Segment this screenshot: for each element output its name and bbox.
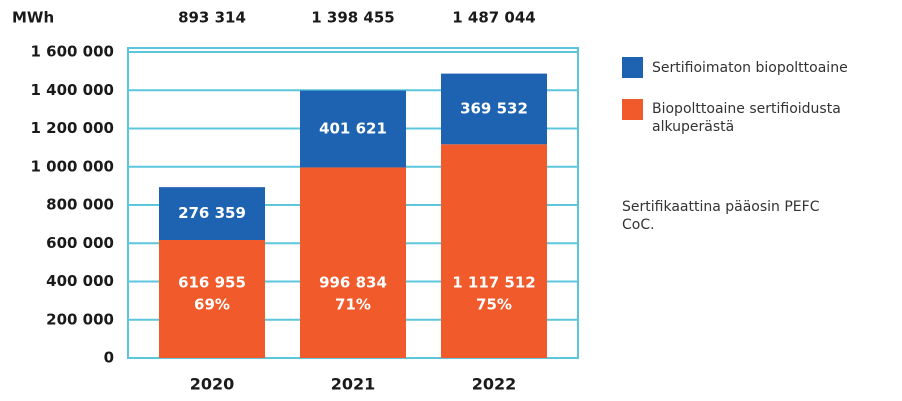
value-label: 616 955: [178, 274, 246, 292]
total-label: 1 487 044: [452, 9, 536, 27]
y-tick-label: 600 000: [46, 234, 114, 252]
y-tick-label: 400 000: [46, 272, 114, 290]
legend-swatch: [622, 99, 643, 120]
x-tick-label: 2021: [331, 375, 376, 394]
bar-segment: [159, 240, 265, 358]
y-tick-label: 800 000: [46, 196, 114, 214]
value-label: 1 117 512: [452, 274, 536, 292]
y-tick-label: 0: [104, 349, 114, 367]
x-tick-label: 2020: [190, 375, 235, 394]
y-tick-label: 1 400 000: [30, 81, 114, 99]
share-label: 75%: [476, 296, 512, 314]
legend-label: Biopolttoaine sertifioidusta alkuperästä: [652, 101, 841, 135]
value-label: 276 359: [178, 204, 246, 222]
bar-segment: [300, 167, 406, 358]
y-tick-label: 1 600 000: [30, 43, 114, 61]
y-tick-label: 1 200 000: [30, 119, 114, 137]
note: Sertifikaattina pääosin PEFC CoC.: [622, 199, 820, 233]
total-label: 893 314: [178, 9, 246, 27]
share-label: 69%: [194, 296, 230, 314]
bar-segment: [159, 187, 265, 241]
share-label: 71%: [335, 296, 371, 314]
value-label: 996 834: [319, 274, 387, 292]
y-tick-label: 1 000 000: [30, 157, 114, 175]
legend-swatch: [622, 57, 643, 78]
x-tick-label: 2022: [472, 375, 517, 394]
y-tick-label: 200 000: [46, 310, 114, 328]
legend-label: Sertifioimaton biopolttoaine: [652, 60, 848, 76]
bar-segment: [300, 90, 406, 168]
total-label: 1 398 455: [311, 9, 395, 27]
value-label: 369 532: [460, 99, 528, 117]
bar-segment: [441, 73, 547, 145]
value-label: 401 621: [319, 119, 387, 137]
unit-label: MWh: [12, 9, 54, 27]
bar-segment: [441, 144, 547, 358]
